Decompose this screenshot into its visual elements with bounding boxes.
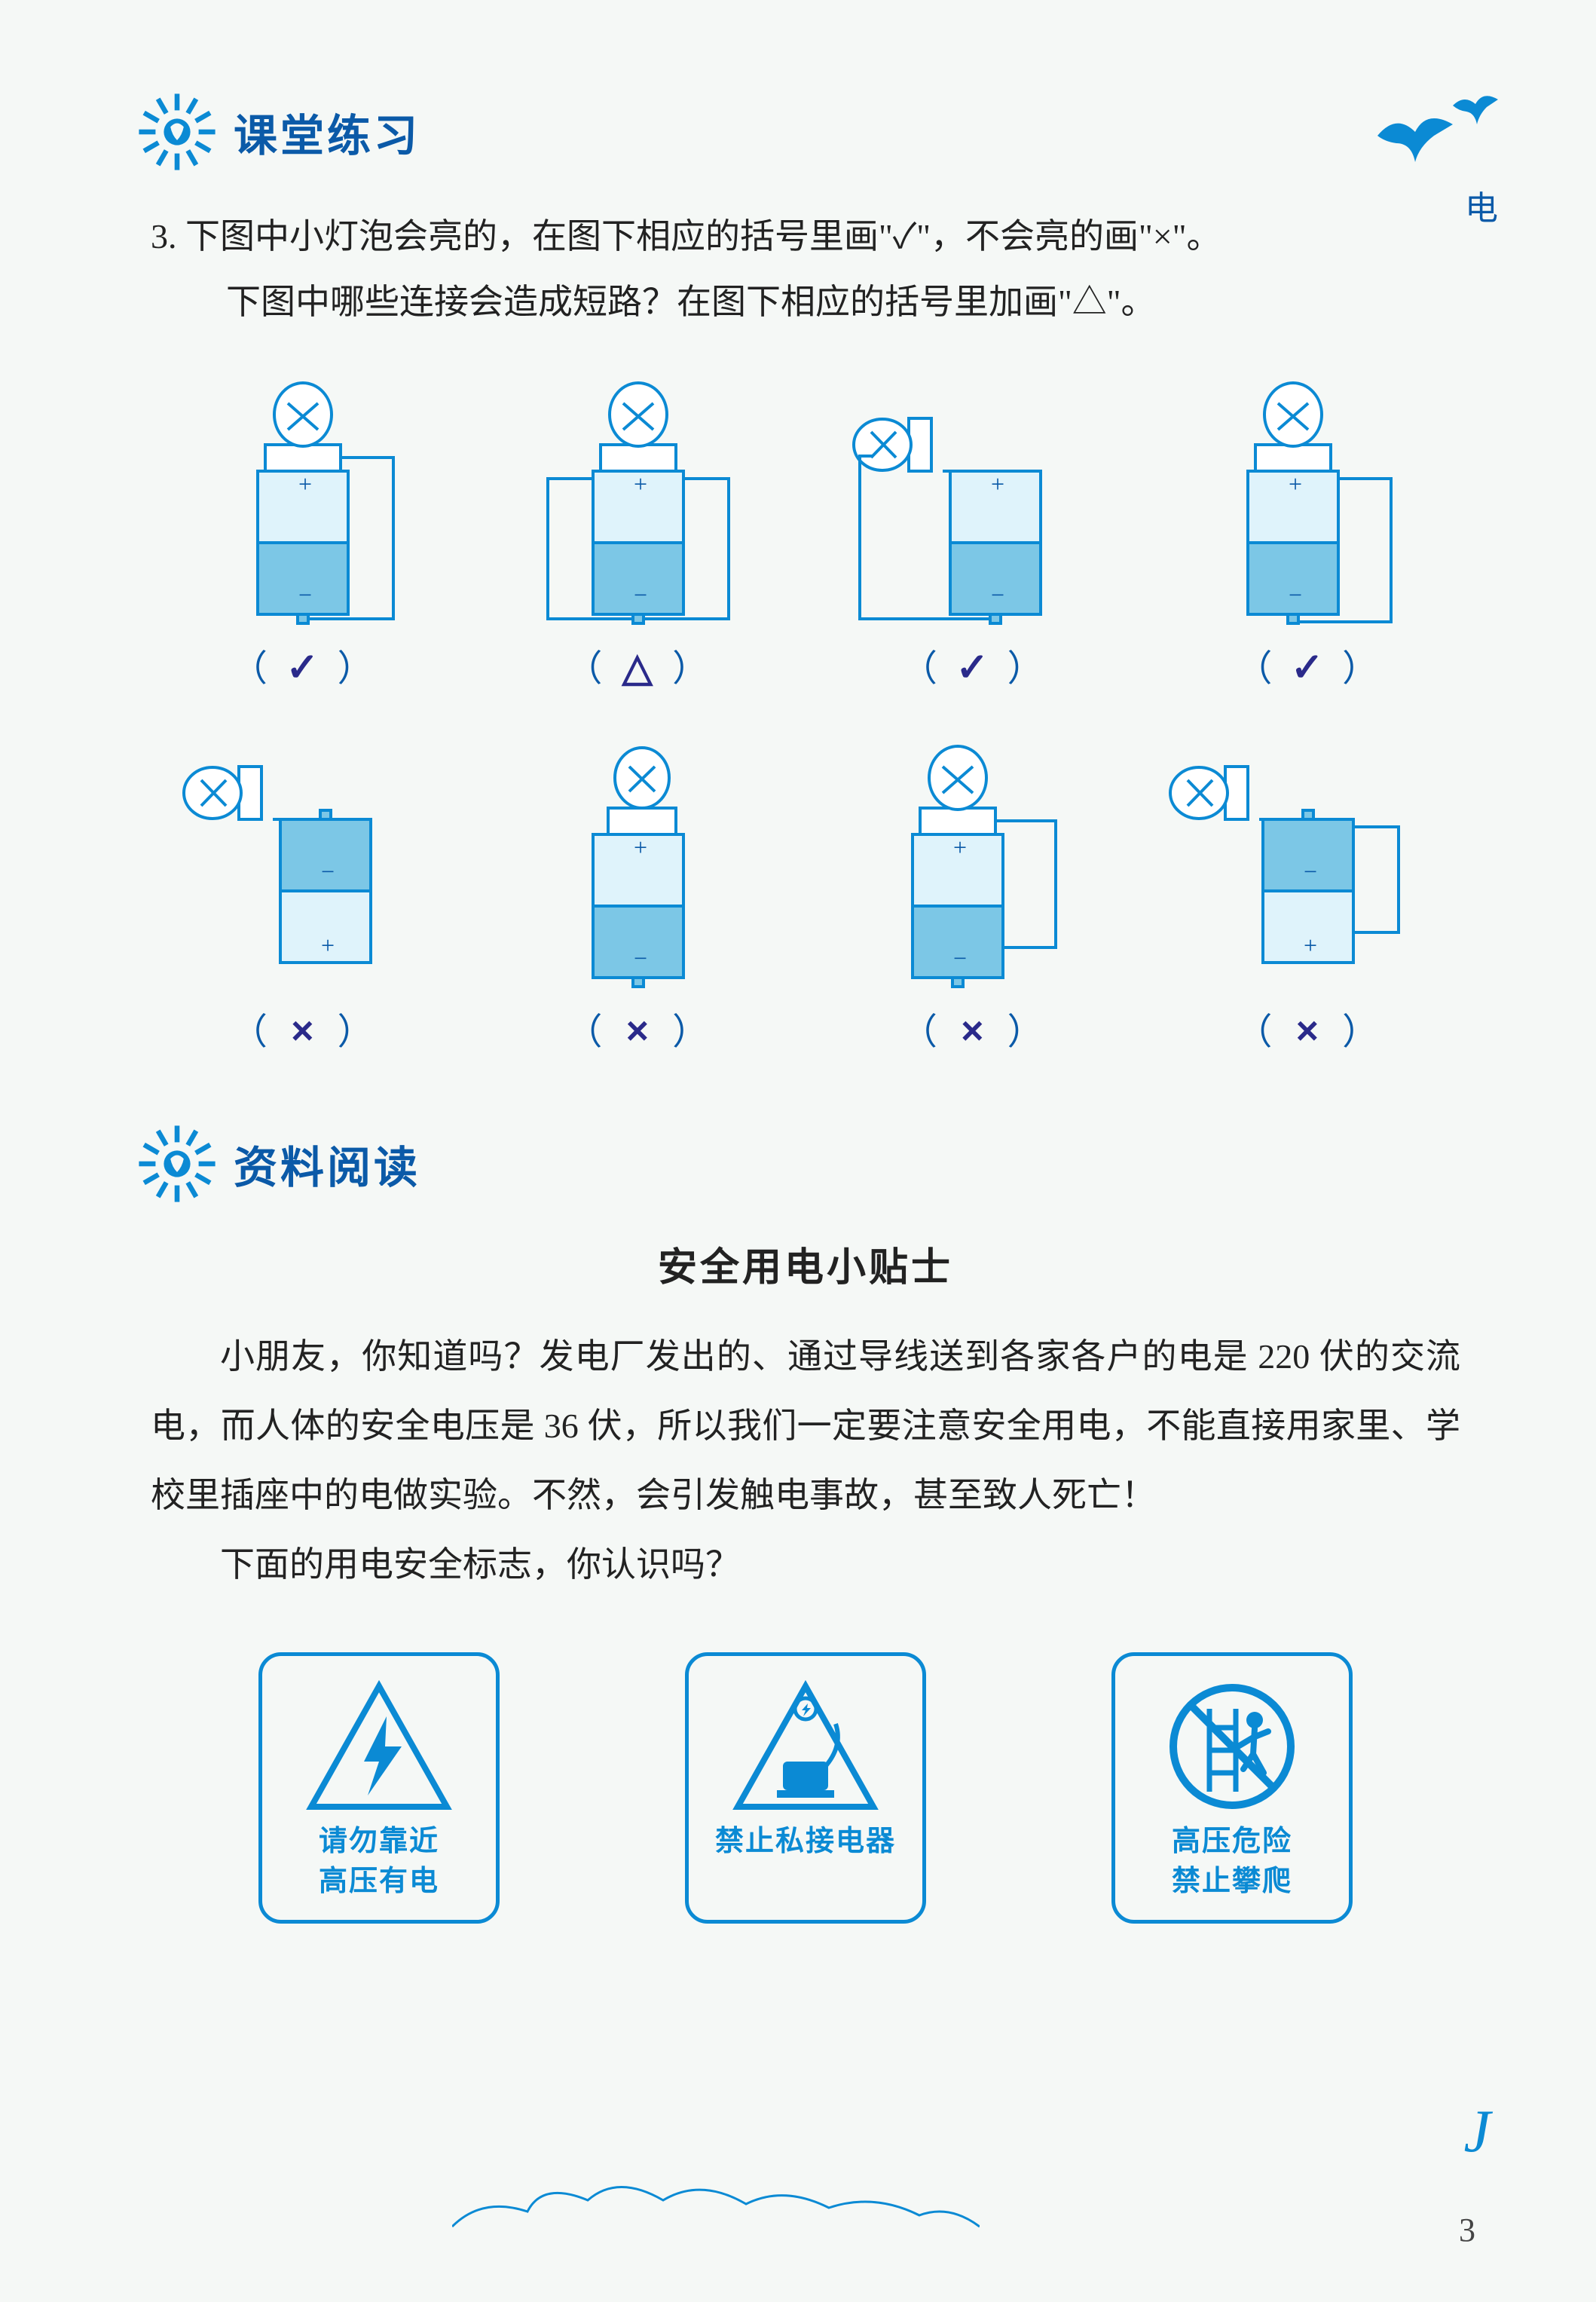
circuit-cell: + − （ × ）: [821, 736, 1126, 1055]
circuit-diagram: + −: [160, 373, 446, 629]
paren-close: ）: [338, 1012, 375, 1052]
reading-para2: 下面的用电安全标志，你认识吗？: [151, 1530, 1460, 1599]
circuit-diagram: + −: [495, 373, 781, 629]
answer-row: （ ✓ ）: [231, 638, 375, 691]
circuit-diagram: + −: [495, 736, 781, 993]
paren-open: （: [231, 1012, 269, 1052]
answer-row: （ △ ）: [566, 638, 710, 691]
cloud-decoration: [452, 2159, 980, 2234]
bolt-triangle-icon: [304, 1679, 454, 1814]
answer-mark: ✓: [280, 645, 326, 690]
circuit-diagram: + −: [830, 736, 1116, 993]
paren-close: ）: [672, 649, 710, 689]
answer-row: （ × ）: [231, 1002, 375, 1055]
no-climb-icon: [1157, 1679, 1307, 1814]
svg-text:−: −: [634, 581, 647, 608]
circuit-grid: + − （ ✓ ） + − （ △ ）: [151, 373, 1460, 1055]
reading-para1: 小朋友，你知道吗？发电厂发出的、通过导线送到各家各户的电是 220 伏的交流电，…: [151, 1322, 1460, 1530]
answer-mark: ×: [1286, 1009, 1331, 1054]
answer-mark: ×: [950, 1009, 995, 1054]
answer-row: （ × ）: [901, 1002, 1045, 1055]
svg-text:+: +: [953, 834, 967, 861]
svg-text:+: +: [298, 470, 312, 497]
answer-row: （ ✓ ）: [1236, 638, 1380, 691]
paren-open: （: [566, 1012, 604, 1052]
paren-close: ）: [1007, 649, 1045, 689]
heading-text: 课堂练习: [234, 100, 420, 164]
paren-open: （: [231, 649, 269, 689]
sign-text: 请勿靠近 高压有电: [319, 1822, 439, 1902]
circuit-cell: + − （ × ）: [486, 736, 791, 1055]
sign-text: 高压危险 禁止攀爬: [1172, 1822, 1292, 1902]
answer-mark: ✓: [1286, 645, 1331, 690]
paren-open: （: [1236, 1012, 1273, 1052]
safety-sign: 禁止私接电器: [685, 1652, 926, 1924]
paren-close: ）: [1342, 1012, 1380, 1052]
sign-line1: 禁止私接电器: [715, 1822, 896, 1862]
circuit-cell: − + （ × ）: [151, 736, 456, 1055]
heading-text: 资料阅读: [234, 1132, 420, 1195]
svg-text:+: +: [1289, 470, 1302, 497]
svg-text:+: +: [634, 470, 647, 497]
svg-text:−: −: [1289, 581, 1302, 608]
paren-open: （: [901, 1012, 939, 1052]
answer-mark: ×: [280, 1009, 326, 1054]
paren-close: ）: [338, 649, 375, 689]
answer-mark: ×: [616, 1009, 661, 1054]
sign-line1: 请勿靠近: [319, 1822, 439, 1862]
answer-mark: ✓: [950, 645, 995, 690]
sign-line1: 高压危险: [1172, 1822, 1292, 1862]
answer-mark: △: [616, 645, 661, 690]
question-3: 3. 下图中小灯泡会亮的，在图下相应的括号里画"✓"，不会亮的画"×"。 下图中…: [151, 204, 1475, 335]
circuit-diagram: − +: [160, 736, 446, 993]
svg-text:+: +: [1304, 932, 1317, 959]
answer-row: （ ✓ ）: [901, 638, 1045, 691]
circuit-cell: + − （ ✓ ）: [821, 373, 1126, 691]
question-number: 3.: [151, 217, 177, 256]
safety-sign: 高压危险 禁止攀爬: [1111, 1652, 1353, 1924]
circuit-diagram: + −: [830, 373, 1116, 629]
question-line2: 下图中哪些连接会造成短路？在图下相应的括号里加画"△"。: [151, 269, 1475, 335]
paren-close: ）: [1342, 649, 1380, 689]
svg-text:−: −: [634, 944, 647, 972]
question-line1: 下图中小灯泡会亮的，在图下相应的括号里画"✓"，不会亮的画"×"。: [185, 217, 1221, 256]
svg-text:−: −: [991, 581, 1004, 608]
marginal-letter: J: [1463, 2098, 1491, 2166]
section-heading-practice: 课堂练习: [136, 90, 1475, 173]
answer-row: （ × ）: [566, 1002, 710, 1055]
circuit-diagram: − +: [1165, 736, 1451, 993]
sign-line2: 禁止攀爬: [1172, 1862, 1292, 1902]
circuit-cell: − + （ × ）: [1156, 736, 1461, 1055]
paren-open: （: [901, 649, 939, 689]
circuit-cell: + − （ △ ）: [486, 373, 791, 691]
circuit-cell: + − （ ✓ ）: [151, 373, 456, 691]
reading-body: 小朋友，你知道吗？发电厂发出的、通过导线送到各家各户的电是 220 伏的交流电，…: [151, 1322, 1460, 1599]
svg-text:−: −: [321, 858, 335, 885]
safety-signs-row: 请勿靠近 高压有电 禁止私接电器: [166, 1652, 1445, 1924]
svg-text:−: −: [953, 944, 967, 972]
sunburst-icon: [136, 90, 219, 173]
svg-text:−: −: [298, 581, 312, 608]
sign-text: 禁止私接电器: [715, 1822, 896, 1862]
svg-text:−: −: [1304, 858, 1317, 885]
sunburst-icon: [136, 1122, 219, 1205]
page-number: 3: [1459, 2211, 1475, 2249]
no-appliance-icon: [730, 1679, 881, 1814]
section-heading-reading: 资料阅读: [136, 1122, 1475, 1205]
paren-close: ）: [1007, 1012, 1045, 1052]
circuit-cell: + − （ ✓ ）: [1156, 373, 1461, 691]
safety-sign: 请勿靠近 高压有电: [258, 1652, 500, 1924]
chapter-label: 电: [1465, 181, 1498, 229]
paren-close: ）: [672, 1012, 710, 1052]
sign-line2: 高压有电: [319, 1862, 439, 1902]
svg-text:+: +: [991, 470, 1004, 497]
svg-text:+: +: [634, 834, 647, 861]
paren-open: （: [566, 649, 604, 689]
paren-open: （: [1236, 649, 1273, 689]
svg-text:+: +: [321, 932, 335, 959]
answer-row: （ × ）: [1236, 1002, 1380, 1055]
circuit-diagram: + −: [1165, 373, 1451, 629]
reading-title: 安全用电小贴士: [136, 1235, 1475, 1292]
birds-decoration: [1370, 90, 1506, 188]
